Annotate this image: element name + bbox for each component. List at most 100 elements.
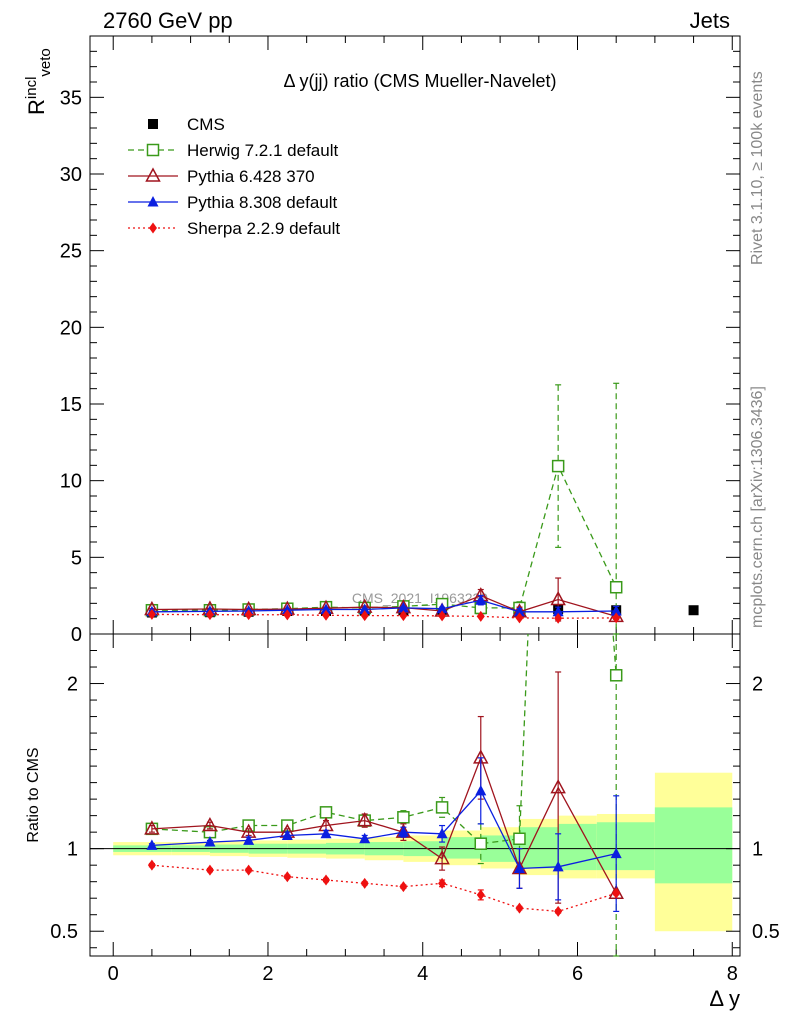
- ratio-marker-pythia8: [513, 862, 525, 873]
- y-label-sup: incl: [23, 77, 40, 100]
- ratio-y-tick-label-right: 2: [752, 674, 763, 696]
- ratio-marker-sherpa: [612, 887, 621, 899]
- x-tick-label: 8: [727, 963, 738, 985]
- ratio-marker-sherpa: [360, 877, 369, 889]
- ratio-marker-pythia6: [144, 820, 160, 835]
- y-tick-label: 25: [60, 241, 82, 263]
- ratio-marker-pythia8: [243, 834, 255, 845]
- ratio-y-tick-label-right: 1: [752, 839, 763, 861]
- main-marker-pythia8: [552, 605, 564, 617]
- main-y-axis-label: Rinclveto: [23, 48, 54, 115]
- main-marker-pythia8: [475, 594, 487, 605]
- main-marker-sherpa: [612, 612, 621, 624]
- uncertainty-band-inner: [519, 827, 559, 869]
- y-tick-label: 35: [60, 87, 82, 109]
- uncertainty-band-inner: [654, 807, 733, 884]
- y-label-main: R: [24, 99, 49, 115]
- legend-label-herwig: Herwig 7.2.1 default: [187, 141, 338, 160]
- y-tick-label: 0: [71, 624, 82, 646]
- ratio-bands: [90, 772, 740, 932]
- ratio-marker-sherpa: [322, 874, 331, 886]
- legend-marker-sherpa: [149, 222, 157, 234]
- ratio-marker-pythia8: [359, 832, 371, 844]
- ratio-marker-sherpa: [515, 902, 524, 914]
- ratio-marker-herwig: [397, 811, 410, 824]
- category-label: Jets: [690, 8, 730, 33]
- analysis-watermark: CMS_2021_I1963239: [352, 590, 488, 606]
- ratio-marker-pythia6: [434, 849, 450, 865]
- ratio-marker-pythia8: [610, 847, 622, 859]
- main-marker-pythia8: [397, 601, 409, 613]
- uncertainty-band-inner: [442, 837, 481, 859]
- main-marker-herwig: [609, 580, 623, 594]
- ratio-marker-herwig: [609, 669, 623, 682]
- main-marker-pythia8: [610, 605, 622, 616]
- ratio-marker-pythia8: [475, 784, 487, 796]
- main-line-pythia8: [151, 599, 617, 613]
- main-marker-pythia8: [436, 602, 448, 614]
- legend-marker-pythia8: [147, 196, 159, 207]
- ratio-marker-pythia8: [397, 826, 409, 837]
- main-marker-sherpa: [360, 610, 369, 622]
- ratio-marker-herwig: [435, 801, 449, 814]
- main-marker-sherpa: [476, 610, 485, 622]
- ratio-panel: 0.5 0.5 1 1 2 2 0 2 4 6 8 Ratio to CMS Δ y: [25, 633, 780, 1011]
- legend-label-pythia6: Pythia 6.428 370: [187, 167, 315, 186]
- ratio-y-tick-label: 0.5: [50, 921, 78, 943]
- ratio-marker-sherpa: [399, 881, 408, 893]
- ratio-marker-pythia6: [550, 778, 566, 794]
- legend-marker-pythia6: [145, 167, 161, 182]
- main-marker-sherpa: [515, 612, 524, 624]
- x-tick-label: 6: [572, 963, 583, 985]
- ratio-marker-sherpa: [438, 877, 447, 889]
- legend-item-cms: CMS: [148, 115, 225, 134]
- main-marker-sherpa: [205, 609, 214, 621]
- ratio-marker-pythia6: [356, 812, 373, 827]
- ratio-y-tick-label: 2: [67, 674, 78, 696]
- y-tick-label: 5: [71, 547, 82, 569]
- main-axes: 0 5 10 15 20 25 30 35: [60, 36, 740, 646]
- ratio-marker-sherpa: [554, 905, 563, 917]
- ratio-marker-sherpa: [205, 864, 214, 876]
- x-tick-label: 2: [262, 963, 273, 985]
- main-series-sherpa: [147, 608, 621, 624]
- main-marker-sherpa: [244, 609, 253, 621]
- uncertainty-band-inner: [596, 822, 655, 871]
- y-tick-label: 30: [60, 164, 82, 186]
- main-line-pythia6: [151, 594, 617, 618]
- y-tick-label: 10: [60, 471, 82, 493]
- ratio-line-sherpa: [151, 864, 617, 913]
- main-title: Δ y(jj) ratio (CMS Mueller-Navelet): [283, 71, 556, 91]
- main-marker-herwig: [551, 459, 565, 473]
- legend: CMS Herwig 7.2.1 default Pythia 6.428 370 P…: [128, 115, 340, 238]
- x-axis-label: Δ y: [709, 986, 740, 1011]
- main-line-herwig: [151, 464, 617, 611]
- main-series: [144, 382, 699, 635]
- ratio-y-tick-label: 1: [67, 839, 78, 861]
- ratio-marker-pythia8: [320, 827, 332, 839]
- legend-marker-cms: [148, 119, 158, 129]
- ratio-marker-pythia8: [146, 839, 158, 850]
- ratio-line-herwig: [151, 634, 617, 845]
- ratio-frame: [89, 633, 741, 957]
- legend-label-sherpa: Sherpa 2.2.9 default: [187, 219, 340, 238]
- ratio-marker-sherpa: [147, 859, 156, 871]
- ratio-marker-pythia8: [281, 829, 293, 840]
- y-tick-label: 20: [60, 317, 82, 339]
- ratio-marker-pythia8: [204, 836, 216, 847]
- legend-item-sherpa: Sherpa 2.2.9 default: [128, 219, 340, 238]
- main-marker-cms: [688, 605, 699, 616]
- main-line-sherpa: [151, 613, 617, 619]
- legend-item-pythia8: Pythia 8.308 default: [128, 193, 338, 212]
- ratio-marker-pythia8: [552, 860, 564, 872]
- main-panel: Δ y(jj) ratio (CMS Mueller-Navelet) CMS_…: [23, 35, 741, 646]
- ratio-marker-herwig: [474, 837, 488, 850]
- main-marker-pythia6: [550, 590, 566, 606]
- mcplots-label: mcplots.cern.ch [arXiv:1306.3436]: [749, 386, 766, 628]
- ratio-y-tick-label-right: 0.5: [752, 921, 780, 943]
- ratio-marker-sherpa: [244, 864, 253, 876]
- y-tick-label: 15: [60, 394, 82, 416]
- legend-label-pythia8: Pythia 8.308 default: [187, 193, 338, 212]
- main-marker-sherpa: [147, 608, 156, 620]
